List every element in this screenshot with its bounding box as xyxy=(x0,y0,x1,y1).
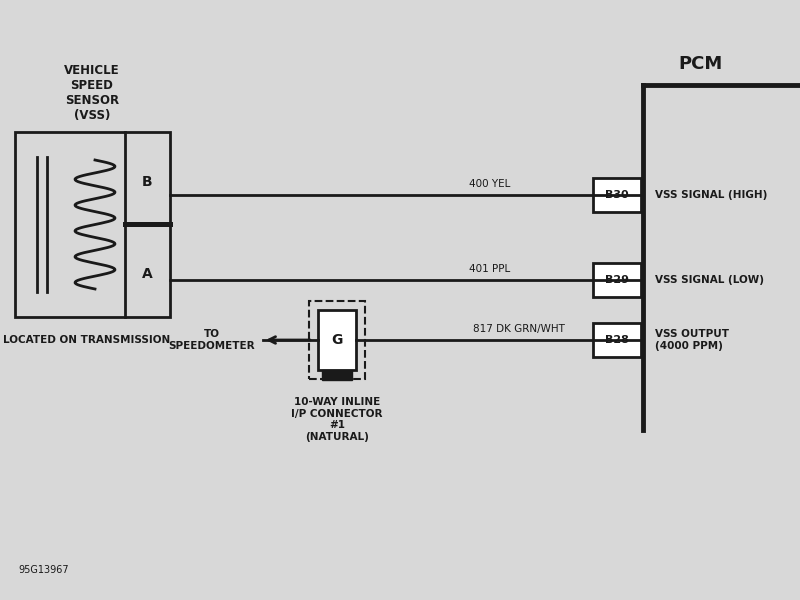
Text: VSS SIGNAL (HIGH): VSS SIGNAL (HIGH) xyxy=(655,190,767,200)
Bar xyxy=(593,323,641,357)
Bar xyxy=(322,370,352,380)
Bar xyxy=(593,178,641,212)
Text: LOCATED ON TRANSMISSION: LOCATED ON TRANSMISSION xyxy=(3,335,170,345)
Text: TO
SPEEDOMETER: TO SPEEDOMETER xyxy=(168,329,255,351)
Text: PCM: PCM xyxy=(678,55,722,73)
Text: B28: B28 xyxy=(605,335,629,345)
Text: VEHICLE
SPEED
SENSOR
(VSS): VEHICLE SPEED SENSOR (VSS) xyxy=(64,64,120,122)
Bar xyxy=(593,263,641,297)
Bar xyxy=(15,132,170,317)
Text: G: G xyxy=(331,333,342,347)
Text: VSS OUTPUT
(4000 PPM): VSS OUTPUT (4000 PPM) xyxy=(655,329,729,351)
Text: 95G13967: 95G13967 xyxy=(18,565,69,575)
Bar xyxy=(318,310,356,370)
Text: 10-WAY INLINE
I/P CONNECTOR
#1
(NATURAL): 10-WAY INLINE I/P CONNECTOR #1 (NATURAL) xyxy=(291,397,382,442)
Text: 817 DK GRN/WHT: 817 DK GRN/WHT xyxy=(473,324,565,334)
Text: A: A xyxy=(142,268,152,281)
Text: 400 YEL: 400 YEL xyxy=(470,179,510,189)
Bar xyxy=(309,301,365,379)
Text: VSS SIGNAL (LOW): VSS SIGNAL (LOW) xyxy=(655,275,764,285)
Text: B: B xyxy=(142,175,152,189)
Text: B30: B30 xyxy=(605,190,629,200)
Text: 401 PPL: 401 PPL xyxy=(470,264,510,274)
Text: B29: B29 xyxy=(605,275,629,285)
